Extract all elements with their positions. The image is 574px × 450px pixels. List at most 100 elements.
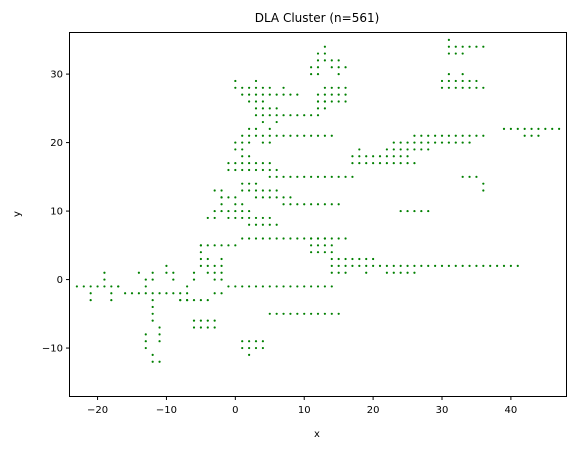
data-point — [351, 175, 354, 178]
data-point — [468, 264, 471, 267]
data-point — [261, 237, 264, 240]
data-point — [289, 196, 292, 199]
data-point — [268, 134, 271, 137]
data-point — [254, 114, 258, 117]
data-point — [192, 271, 196, 274]
data-point — [365, 257, 368, 261]
data-point — [158, 333, 161, 336]
data-point — [254, 107, 258, 110]
data-point — [227, 285, 230, 288]
data-point — [316, 93, 320, 96]
data-point — [275, 237, 278, 240]
data-point — [544, 127, 547, 130]
data-point — [330, 251, 333, 254]
data-point — [213, 209, 216, 213]
data-point — [296, 134, 299, 137]
data-point — [213, 244, 216, 247]
data-point — [282, 312, 285, 315]
data-point — [206, 216, 209, 220]
data-point — [440, 134, 444, 137]
data-point — [213, 278, 216, 281]
y-tick-label: 30 — [50, 70, 63, 81]
data-point — [530, 127, 533, 130]
data-point — [241, 209, 244, 213]
data-point — [254, 223, 258, 226]
data-point — [316, 59, 320, 62]
data-point — [268, 162, 271, 165]
data-point — [89, 292, 92, 295]
data-point — [206, 299, 209, 302]
data-point — [227, 196, 230, 199]
data-point — [344, 271, 347, 274]
data-point — [248, 340, 251, 343]
data-point — [482, 45, 485, 48]
data-point — [172, 292, 175, 295]
data-point — [151, 292, 154, 295]
data-point — [413, 141, 416, 144]
data-point — [344, 86, 347, 89]
data-point — [558, 127, 561, 130]
data-point — [261, 86, 264, 89]
data-point — [323, 100, 326, 103]
data-point — [468, 175, 471, 178]
data-point — [461, 141, 464, 144]
data-point — [392, 148, 395, 151]
data-point — [254, 86, 258, 89]
data-point — [358, 264, 361, 267]
data-point — [268, 237, 271, 240]
data-point — [261, 162, 264, 165]
data-point — [447, 86, 450, 89]
data-point — [213, 292, 216, 295]
data-point — [248, 209, 251, 213]
data-point — [220, 189, 223, 192]
data-point — [516, 264, 519, 267]
y-axis-ticks: −10 0 10 20 30 — [42, 70, 70, 355]
data-point — [254, 346, 258, 350]
data-point — [316, 244, 320, 247]
data-point — [454, 86, 457, 89]
data-point — [103, 285, 106, 288]
x-tick-label: 30 — [436, 405, 449, 416]
data-point — [406, 264, 409, 267]
data-point — [330, 59, 333, 62]
data-point — [330, 175, 333, 178]
data-point — [254, 285, 258, 288]
data-point — [468, 86, 471, 89]
data-point — [475, 45, 478, 48]
data-point — [330, 285, 333, 288]
data-point — [151, 271, 154, 274]
y-tick-label: 20 — [50, 138, 63, 149]
data-point — [523, 134, 526, 137]
data-point — [186, 299, 189, 302]
data-point — [172, 278, 175, 281]
data-point — [151, 312, 154, 315]
data-point — [337, 264, 340, 267]
data-point — [461, 264, 464, 267]
data-point — [440, 79, 444, 83]
data-point — [516, 127, 519, 130]
data-point — [282, 175, 285, 178]
data-point — [248, 141, 251, 144]
data-point — [310, 251, 313, 254]
chart-title: DLA Cluster (n=561) — [255, 11, 380, 25]
data-point — [289, 93, 292, 96]
data-point — [475, 264, 478, 267]
data-point — [268, 312, 271, 315]
data-point — [303, 175, 306, 178]
data-point — [509, 264, 512, 267]
data-point — [261, 141, 264, 144]
data-point — [310, 66, 313, 69]
data-point — [248, 155, 251, 158]
data-point — [158, 292, 161, 295]
data-point — [275, 168, 278, 172]
data-points — [75, 38, 561, 363]
data-point — [234, 196, 237, 199]
data-point — [385, 264, 388, 267]
data-point — [310, 312, 313, 315]
data-point — [461, 134, 464, 137]
data-point — [296, 237, 299, 240]
data-point — [234, 79, 237, 83]
data-point — [447, 38, 450, 41]
data-point — [344, 237, 347, 240]
data-point — [103, 271, 106, 274]
